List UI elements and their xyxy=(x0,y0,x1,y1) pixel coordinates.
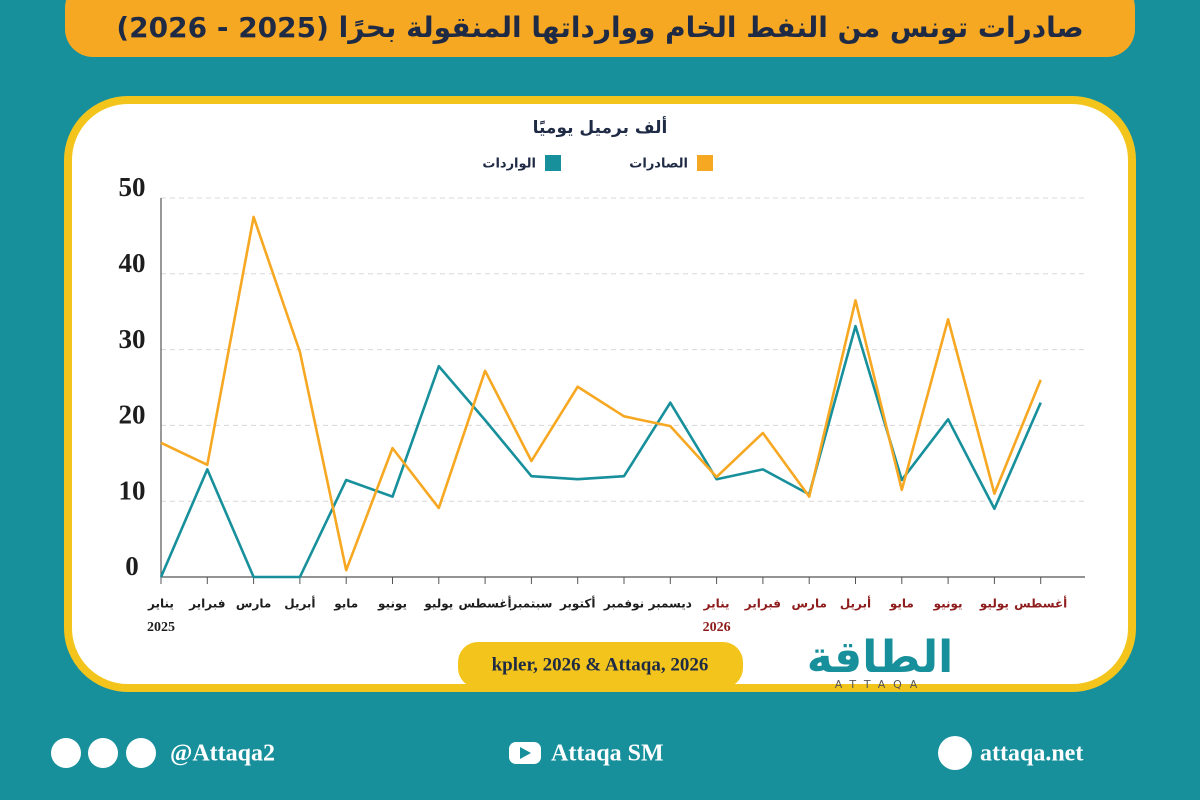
x-tick-label: يونيو xyxy=(933,597,963,612)
x-tick-label: مايو xyxy=(333,597,358,612)
y-tick-label: 20 xyxy=(119,400,146,430)
x-tick-label: سبتمبر xyxy=(509,597,552,611)
x-tick-label: أغسطس xyxy=(1014,596,1067,611)
logo-sub: ATTAQA xyxy=(835,678,926,691)
legend-label: الواردات xyxy=(482,157,536,172)
year-label: 2026 xyxy=(703,620,731,635)
x-tick-label: يونيو xyxy=(377,597,407,612)
source-pill xyxy=(458,642,743,688)
x-tick-label: يناير xyxy=(147,597,174,611)
x-tick-label: يوليو xyxy=(979,597,1009,612)
legend-swatch xyxy=(697,155,713,171)
x-tick-label: يوليو xyxy=(423,597,453,612)
icon-x xyxy=(51,738,81,768)
title-banner xyxy=(65,0,1135,57)
y-tick-label: 10 xyxy=(119,475,146,505)
footer-icons xyxy=(51,736,972,770)
x-tick-label: ديسمبر xyxy=(648,597,692,611)
icon-globe xyxy=(938,736,972,770)
y-tick-label: 0 xyxy=(125,551,139,581)
logo-name: الطاقة xyxy=(807,632,953,683)
x-tick-label: نوفمبر xyxy=(603,597,644,612)
footer-social: @Attaqa2 xyxy=(170,741,275,767)
x-tick-label: أبريل xyxy=(284,596,315,611)
icon-instagram xyxy=(88,738,118,768)
icon-play xyxy=(520,747,531,759)
legend-swatch xyxy=(545,155,561,171)
y-tick-label: 30 xyxy=(119,324,146,354)
icon-facebook xyxy=(126,738,156,768)
source: kpler, 2026 & Attaqa, 2026 xyxy=(492,654,709,675)
footer-youtube: Attaqa SM xyxy=(551,741,664,767)
x-tick-label: مايو xyxy=(889,597,914,612)
chart: 0 10 20 30 40 50 يناير 2025 فبراير مارس أبريل مايو ي… xyxy=(119,155,1085,635)
x-tick-label: أبريل xyxy=(840,596,871,611)
x-tick-label: أغسطس xyxy=(459,596,512,611)
title: صادرات تونس من النفط الخام ووارداتها الم… xyxy=(116,11,1083,44)
footer-site: attaqa.net xyxy=(980,741,1083,767)
y-tick-label: 40 xyxy=(119,248,146,278)
panel xyxy=(64,96,1136,692)
x-tick-label: يناير xyxy=(703,597,730,611)
y-tick-label: 50 xyxy=(119,172,146,202)
legend-label: الصادرات xyxy=(629,157,688,172)
x-tick-label: مارس xyxy=(791,597,826,611)
series-line xyxy=(160,215,1042,572)
x-tick-label: أكتوبر xyxy=(559,596,595,612)
x-tick-label: فبراير xyxy=(744,597,781,611)
x-tick-label: مارس xyxy=(236,597,271,611)
year-label: 2025 xyxy=(147,620,175,635)
unit-label: ألف برميل يوميًا xyxy=(533,116,668,138)
x-tick-label: فبراير xyxy=(188,597,225,611)
